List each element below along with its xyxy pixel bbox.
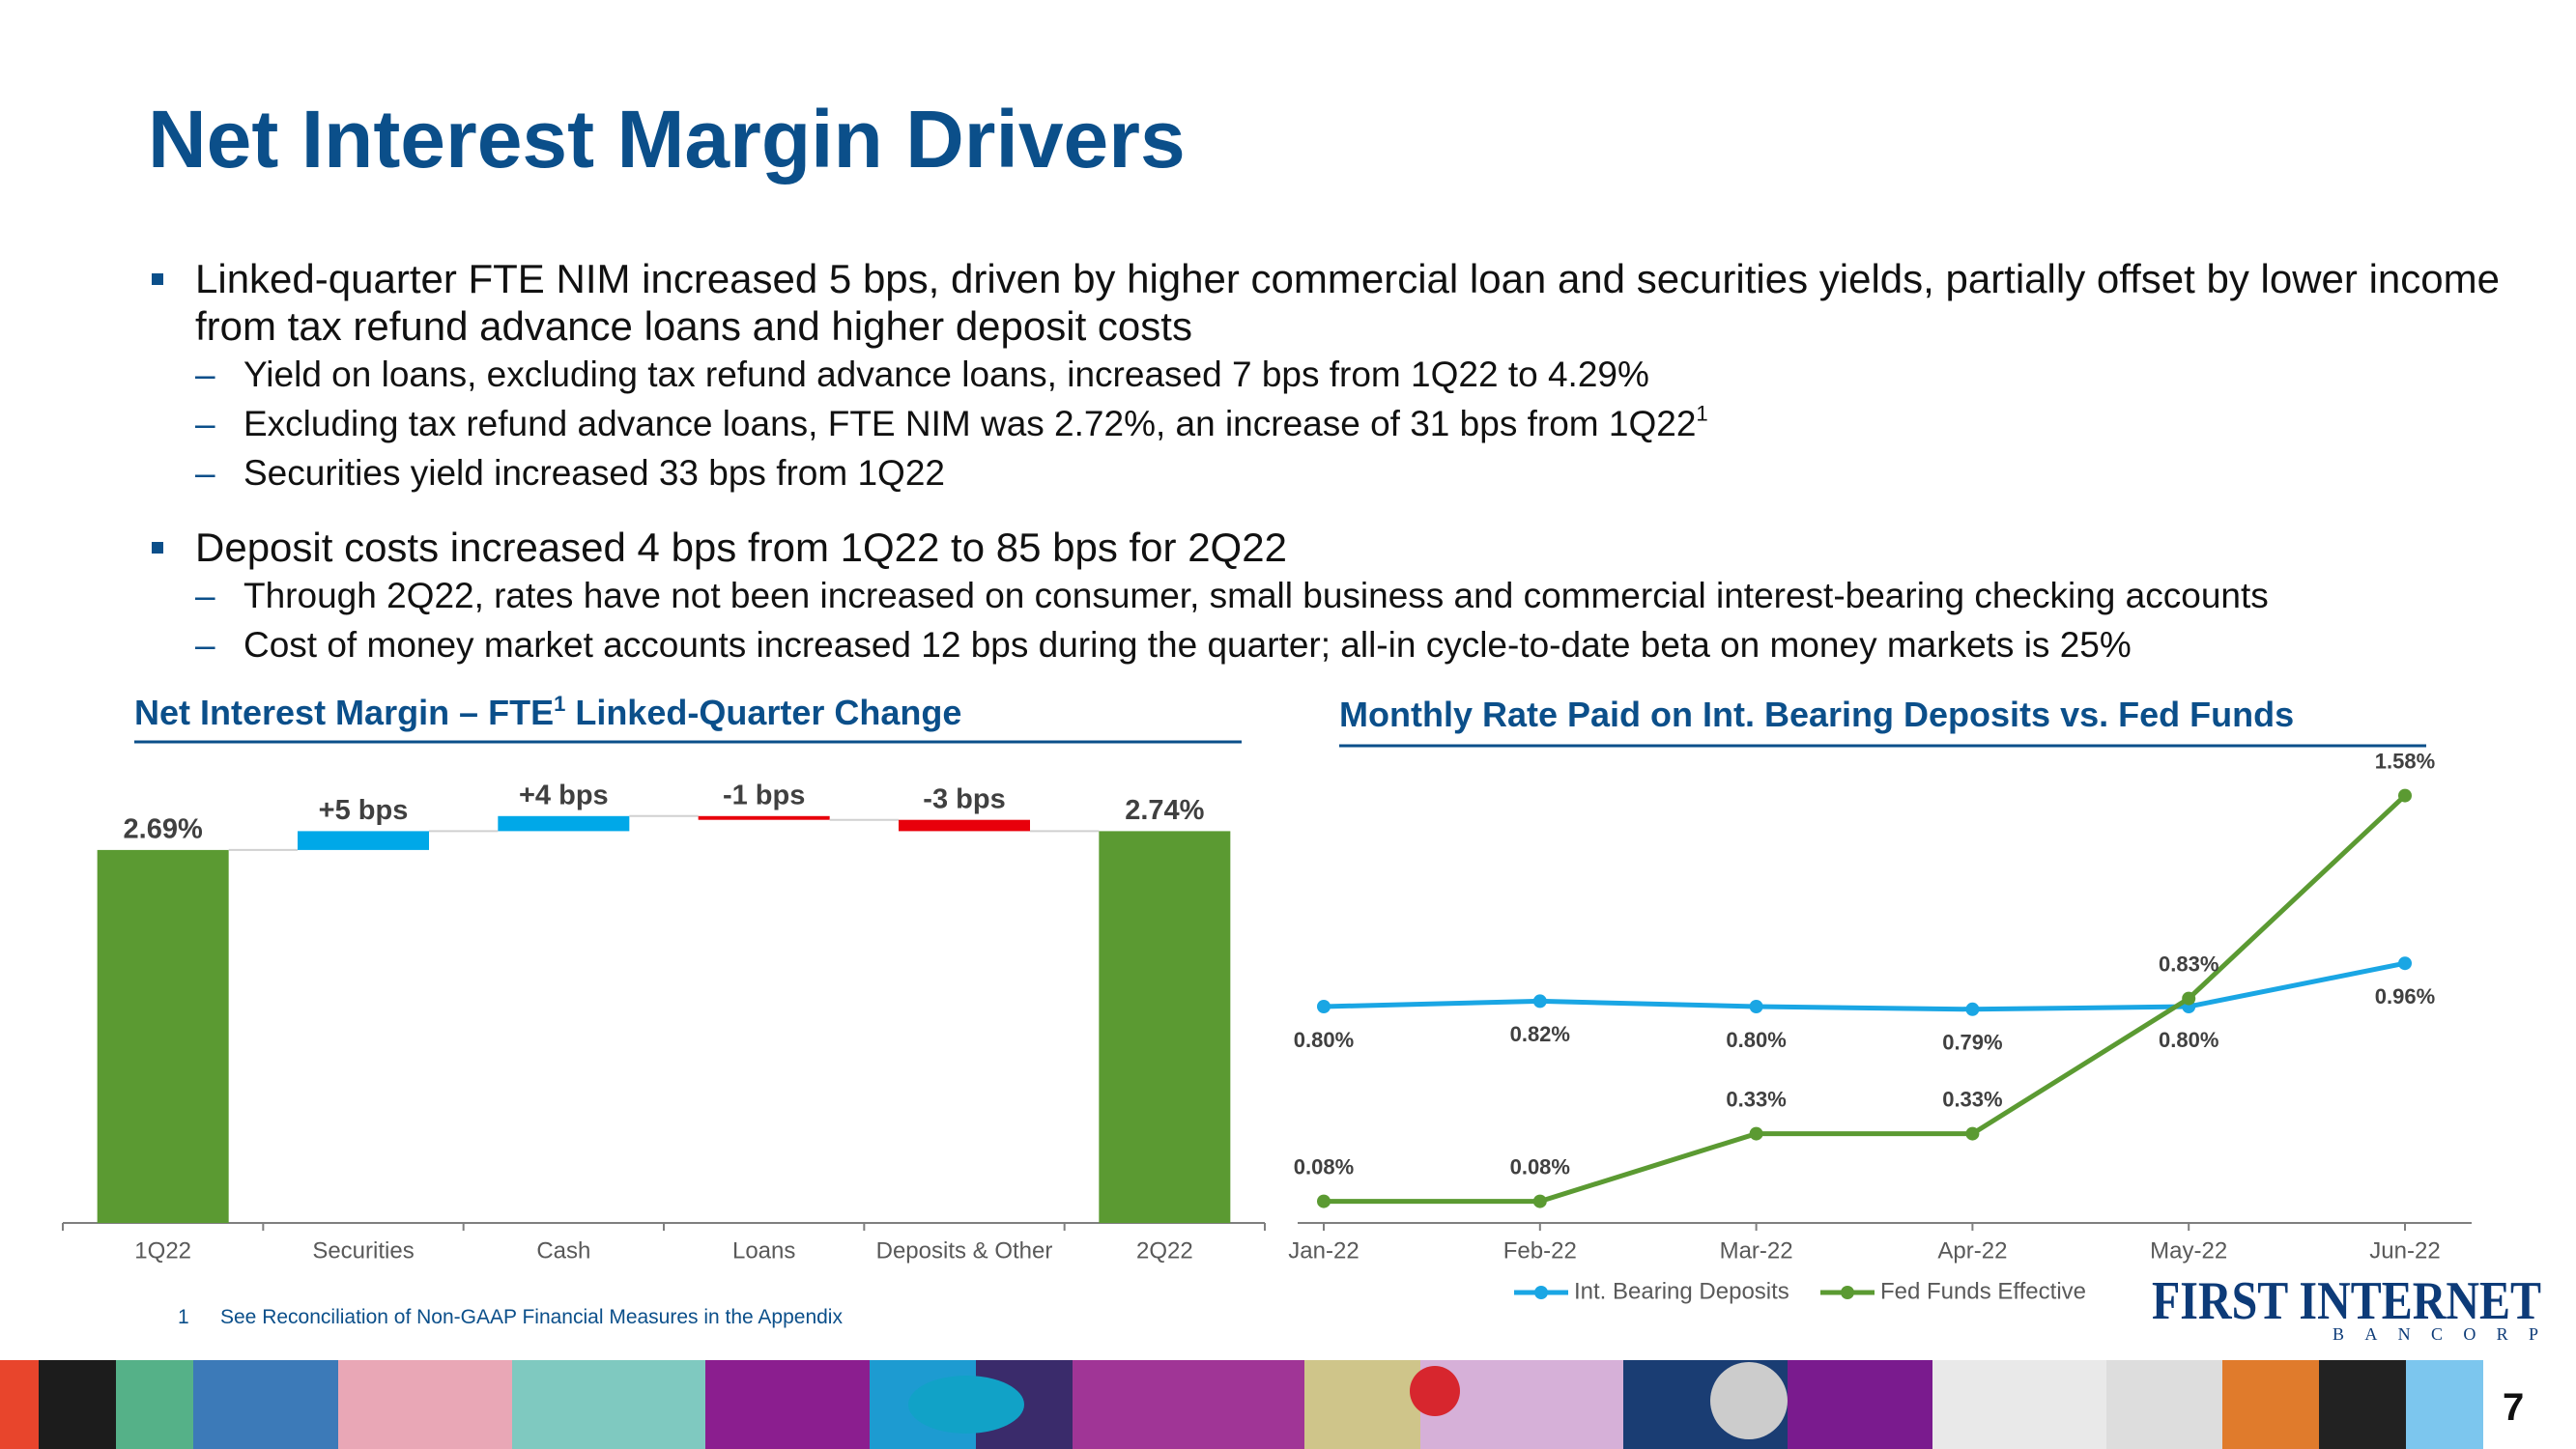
x-tick-label: Securities bbox=[312, 1237, 414, 1264]
sub-bullet: – Cost of money market accounts increased… bbox=[148, 620, 2505, 669]
x-tick-label: May-22 bbox=[2150, 1237, 2227, 1264]
value-label: 0.82% bbox=[1510, 1022, 1570, 1046]
sub-bullet-dash: – bbox=[195, 576, 215, 615]
sub-bullet-dash: – bbox=[195, 625, 215, 665]
bar bbox=[899, 819, 1030, 832]
value-label: 0.80% bbox=[1726, 1028, 1786, 1052]
bar bbox=[97, 849, 229, 1223]
bar bbox=[698, 815, 830, 820]
sub-bullet-text: Securities yield increased 33 bps from 1… bbox=[243, 453, 945, 493]
bar bbox=[498, 815, 630, 832]
value-label: 0.08% bbox=[1294, 1154, 1354, 1179]
sub-bullet: – Excluding tax refund advance loans, FTE… bbox=[148, 399, 2505, 448]
sub-bullet: – Yield on loans, excluding tax refund ad… bbox=[148, 350, 2505, 399]
value-label: -3 bps bbox=[923, 783, 1005, 814]
value-label: 1.58% bbox=[2375, 749, 2435, 773]
x-tick-label: Loans bbox=[732, 1237, 795, 1264]
sub-bullet-dash: – bbox=[195, 404, 215, 443]
point bbox=[1749, 1126, 1763, 1141]
point bbox=[2182, 991, 2196, 1006]
value-label: 0.33% bbox=[1726, 1087, 1786, 1111]
x-tick-label: Apr-22 bbox=[1937, 1237, 2007, 1264]
bullet-text: Linked-quarter FTE NIM increased 5 bps, … bbox=[195, 256, 2500, 349]
x-tick-label: Cash bbox=[536, 1237, 590, 1264]
legend-marker bbox=[1841, 1286, 1854, 1299]
sub-bullet-text: Excluding tax refund advance loans, FTE … bbox=[243, 404, 1697, 443]
legend-label: Int. Bearing Deposits bbox=[1574, 1278, 1789, 1304]
x-tick-label: Jan-22 bbox=[1288, 1237, 1359, 1264]
value-label: 0.79% bbox=[1942, 1031, 2002, 1055]
bullet: Linked-quarter FTE NIM increased 5 bps, … bbox=[148, 255, 2505, 497]
series-line bbox=[1324, 793, 2407, 1205]
point bbox=[1749, 1000, 1763, 1013]
bullet-text: Deposit costs increased 4 bps from 1Q22 … bbox=[195, 525, 1287, 570]
value-label: -1 bps bbox=[723, 780, 805, 810]
sub-bullet-text: Cost of money market accounts increased … bbox=[243, 625, 2132, 665]
chart-title-text: Monthly Rate Paid on Int. Bearing Deposi… bbox=[1339, 695, 2294, 734]
series-line bbox=[1323, 960, 2406, 1012]
value-label: 0.08% bbox=[1510, 1154, 1570, 1179]
x-tick-label: 1Q22 bbox=[134, 1237, 191, 1264]
bullet-marker bbox=[152, 542, 163, 554]
sub-bullet-dash: – bbox=[195, 355, 215, 394]
chart-title: Net Interest Margin – FTE1 Linked-Quarter… bbox=[134, 692, 961, 732]
sub-bullet-text: Through 2Q22, rates have not been increa… bbox=[243, 576, 2269, 615]
value-label: +4 bps bbox=[519, 780, 609, 810]
footnote-ref: 1 bbox=[1696, 401, 1708, 426]
value-label: 0.83% bbox=[2159, 952, 2218, 976]
bar bbox=[298, 831, 429, 850]
point bbox=[1965, 1126, 1980, 1141]
chart-title-text: Net Interest Margin – FTE bbox=[134, 693, 554, 732]
point bbox=[1317, 1194, 1331, 1208]
sub-bullet-dash: – bbox=[195, 453, 215, 493]
value-label: 0.80% bbox=[1294, 1028, 1354, 1052]
sub-bullet: – Securities yield increased 33 bps from … bbox=[148, 448, 2505, 497]
x-tick-label: Deposits & Other bbox=[876, 1237, 1053, 1264]
sub-bullet: – Through 2Q22, rates have not been incre… bbox=[148, 571, 2505, 620]
point bbox=[1532, 994, 1547, 1009]
point bbox=[2398, 956, 2412, 971]
x-tick-label: Mar-22 bbox=[1720, 1237, 1793, 1264]
value-label: 0.33% bbox=[1942, 1087, 2002, 1111]
value-label: +5 bps bbox=[319, 795, 409, 826]
legend-label: Fed Funds Effective bbox=[1880, 1278, 2086, 1304]
page-number: 7 bbox=[2503, 1386, 2524, 1429]
x-tick-label: Jun-22 bbox=[2369, 1237, 2440, 1264]
sub-bullet-text: Yield on loans, excluding tax refund adv… bbox=[243, 355, 1649, 394]
legend-marker bbox=[1534, 1286, 1548, 1299]
slide-title: Net Interest Margin Drivers bbox=[148, 94, 1186, 185]
value-label: 2.74% bbox=[1125, 795, 1204, 826]
chart-title-note: 1 bbox=[554, 692, 565, 716]
point bbox=[1965, 1002, 1980, 1016]
bullet-marker bbox=[152, 273, 163, 285]
point bbox=[2398, 788, 2412, 803]
bullet: Deposit costs increased 4 bps from 1Q22 … bbox=[148, 524, 2505, 669]
x-tick-label: Feb-22 bbox=[1503, 1237, 1577, 1264]
chart-title-suffix: Linked-Quarter Change bbox=[575, 693, 961, 732]
bullet-list: Linked-quarter FTE NIM increased 5 bps, … bbox=[148, 255, 2505, 669]
bar bbox=[1099, 831, 1231, 1223]
value-label: 0.96% bbox=[2375, 984, 2435, 1009]
x-tick-label: 2Q22 bbox=[1136, 1237, 1193, 1264]
footnote-marker: 1 bbox=[178, 1306, 189, 1328]
logo-name: FIRST INTERNET bbox=[2152, 1271, 2541, 1331]
value-label: 2.69% bbox=[124, 814, 203, 845]
chart-title: Monthly Rate Paid on Int. Bearing Deposi… bbox=[1339, 695, 2294, 734]
value-label: 0.80% bbox=[2159, 1028, 2218, 1052]
footnote: See Reconciliation of Non-GAAP Financial… bbox=[220, 1306, 843, 1328]
point bbox=[1532, 1194, 1547, 1208]
decorative-strip bbox=[0, 1360, 2576, 1449]
point bbox=[1317, 1000, 1331, 1013]
